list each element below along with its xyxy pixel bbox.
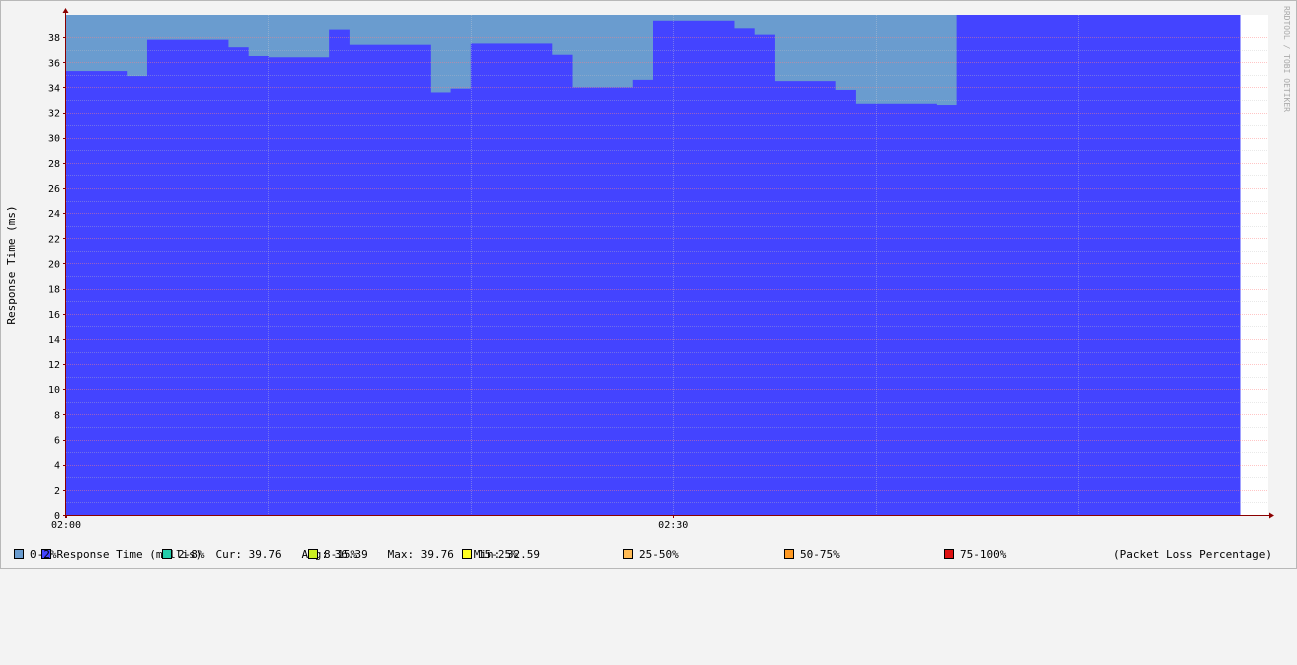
y-tick-label: 34 — [48, 83, 60, 94]
legend-loss-label: 8-15% — [324, 548, 358, 561]
y-tick-label: 30 — [48, 134, 60, 145]
response-time-bar — [551, 54, 573, 515]
response-time-bar — [572, 87, 634, 516]
y-tick-label: 12 — [48, 360, 60, 371]
response-time-bar — [835, 89, 856, 515]
response-time-bar — [248, 55, 269, 516]
legend-loss-label: 2-8% — [178, 548, 205, 561]
response-time-bar — [1240, 15, 1241, 515]
response-time-bar — [733, 28, 755, 515]
legend-loss-item-3: 15-25% — [462, 548, 518, 562]
response-time-bar — [855, 103, 937, 515]
response-time-bar — [774, 81, 836, 515]
legend-loss-swatch — [944, 549, 954, 559]
x-tick-label: 02:30 — [658, 520, 688, 531]
response-time-bar — [430, 92, 452, 516]
watermark: RRDTOOL / TOBI OETIKER — [1282, 6, 1291, 112]
legend-response-row: Response Time (millis) Cur: 39.76 Avg: 3… — [14, 534, 1284, 561]
legend-loss-swatch — [784, 549, 794, 559]
legend-loss-item-2: 8-15% — [308, 548, 357, 562]
y-tick-label: 24 — [48, 209, 60, 220]
x-axis-arrow-icon — [1269, 512, 1274, 519]
legend-loss-caption: (Packet Loss Percentage) — [1113, 548, 1272, 561]
response-time-bar — [1037, 15, 1059, 515]
y-tick-label: 8 — [54, 410, 60, 421]
legend-loss-swatch — [162, 549, 172, 559]
response-time-bar — [126, 76, 148, 515]
legend-loss-row: 0-2% 2-8% 8-15% 15-25% 25-50% 50-75% 75-… — [14, 548, 1284, 562]
y-tick-label: 4 — [54, 461, 60, 472]
response-time-bar — [653, 20, 735, 516]
y-tick-label: 14 — [48, 335, 60, 346]
legend-loss-item-0: 0-2% — [14, 548, 57, 562]
response-time-bar — [146, 39, 229, 515]
legend-response-stats: Cur: 39.76 Avg: 36.39 Max: 39.76 Min: 32… — [215, 548, 540, 561]
legend-loss-item-5: 50-75% — [784, 548, 840, 562]
legend-loss-label: 15-25% — [478, 548, 518, 561]
y-tick-label: 10 — [48, 385, 60, 396]
legend-loss-swatch — [308, 549, 318, 559]
y-tick-label: 20 — [48, 259, 60, 270]
y-tick-label: 36 — [48, 58, 60, 69]
legend-loss-item-1: 2-8% — [162, 548, 205, 562]
response-time-bar — [268, 57, 330, 516]
legend-loss-label: 25-50% — [639, 548, 679, 561]
response-time-bar — [470, 43, 553, 515]
y-tick-label: 26 — [48, 184, 60, 195]
legend-loss-label: 75-100% — [960, 548, 1007, 561]
y-tick-label: 6 — [54, 436, 60, 447]
y-tick-label: 22 — [48, 234, 60, 245]
response-time-bar — [936, 105, 958, 515]
y-axis-title: Response Time (ms) — [5, 205, 18, 324]
response-time-bar — [1138, 15, 1160, 515]
legend-response-swatch — [40, 549, 51, 559]
legend-loss-label: 0-2% — [30, 548, 57, 561]
legend-loss-swatch — [623, 549, 633, 559]
y-axis-arrow-icon — [62, 8, 69, 13]
x-tick-label: 02:00 — [51, 520, 81, 531]
legend-loss-swatch — [462, 549, 472, 559]
response-time-bar — [450, 88, 472, 516]
response-time-bar — [754, 34, 775, 515]
response-time-bar — [1057, 15, 1140, 515]
legend-loss-item-4: 25-50% — [623, 548, 679, 562]
y-tick-label: 2 — [54, 486, 60, 497]
response-time-bar — [956, 15, 1039, 515]
legend-loss-item-6: 75-100% — [944, 548, 1006, 562]
response-time-bar — [1159, 15, 1241, 515]
y-tick-label: 18 — [48, 285, 60, 296]
response-time-bar — [349, 44, 431, 515]
y-tick-label: 38 — [48, 33, 60, 44]
legend-response-item: Response Time (millis) Cur: 39.76 Avg: 3… — [14, 534, 540, 561]
response-time-bar — [632, 79, 654, 515]
legend-loss-swatch — [14, 549, 24, 559]
y-tick-label: 0 — [54, 511, 60, 522]
response-time-bar — [66, 71, 128, 515]
legend-loss-label: 50-75% — [800, 548, 840, 561]
response-time-bar — [227, 47, 249, 516]
response-time-bar — [329, 29, 350, 515]
y-tick-label: 28 — [48, 159, 60, 170]
y-tick-label: 16 — [48, 310, 60, 321]
y-tick-label: 32 — [48, 109, 60, 120]
